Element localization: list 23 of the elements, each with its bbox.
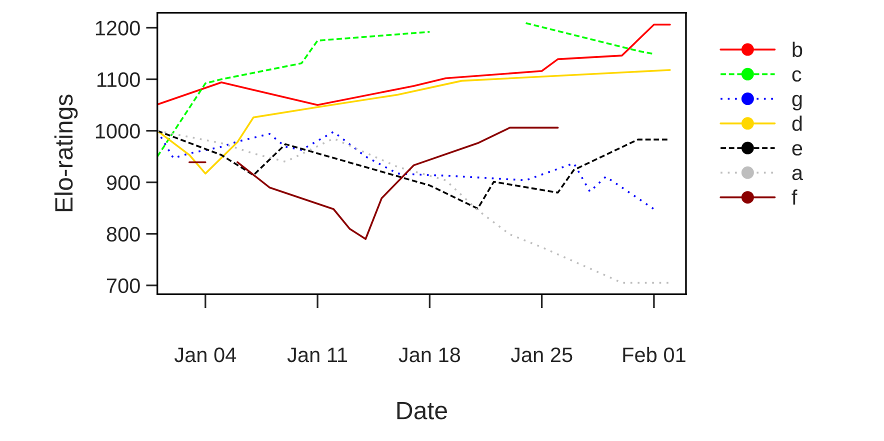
- legend-label: b: [792, 42, 802, 58]
- y-tick-label: 1000: [96, 124, 140, 139]
- legend-label: e: [792, 144, 802, 156]
- legend-label: f: [792, 190, 798, 205]
- y-tick-label: 1200: [96, 20, 140, 36]
- line-series: [157, 69, 671, 174]
- y-axis-title: Elo-ratings: [54, 94, 78, 212]
- legend-label: c: [792, 70, 802, 82]
- x-tick-label: Feb 01: [623, 346, 686, 362]
- x-tick-label: Jan 04: [174, 347, 236, 362]
- legend-label: g: [792, 94, 802, 110]
- x-tick-label: Jan 25: [510, 347, 572, 362]
- x-tick-label: Jan 11: [287, 348, 348, 362]
- legend-label: d: [792, 116, 802, 131]
- y-tick-label: 900: [106, 175, 140, 190]
- y-tick-label: 700: [106, 278, 140, 294]
- line-series: [157, 24, 671, 106]
- line-series: [157, 130, 671, 284]
- legend-label: a: [792, 168, 804, 180]
- y-tick-label: 1100: [97, 72, 140, 88]
- x-axis-title: Date: [397, 402, 447, 420]
- x-tick-label: Jan 18: [398, 347, 460, 362]
- y-tick-label: 800: [106, 226, 140, 242]
